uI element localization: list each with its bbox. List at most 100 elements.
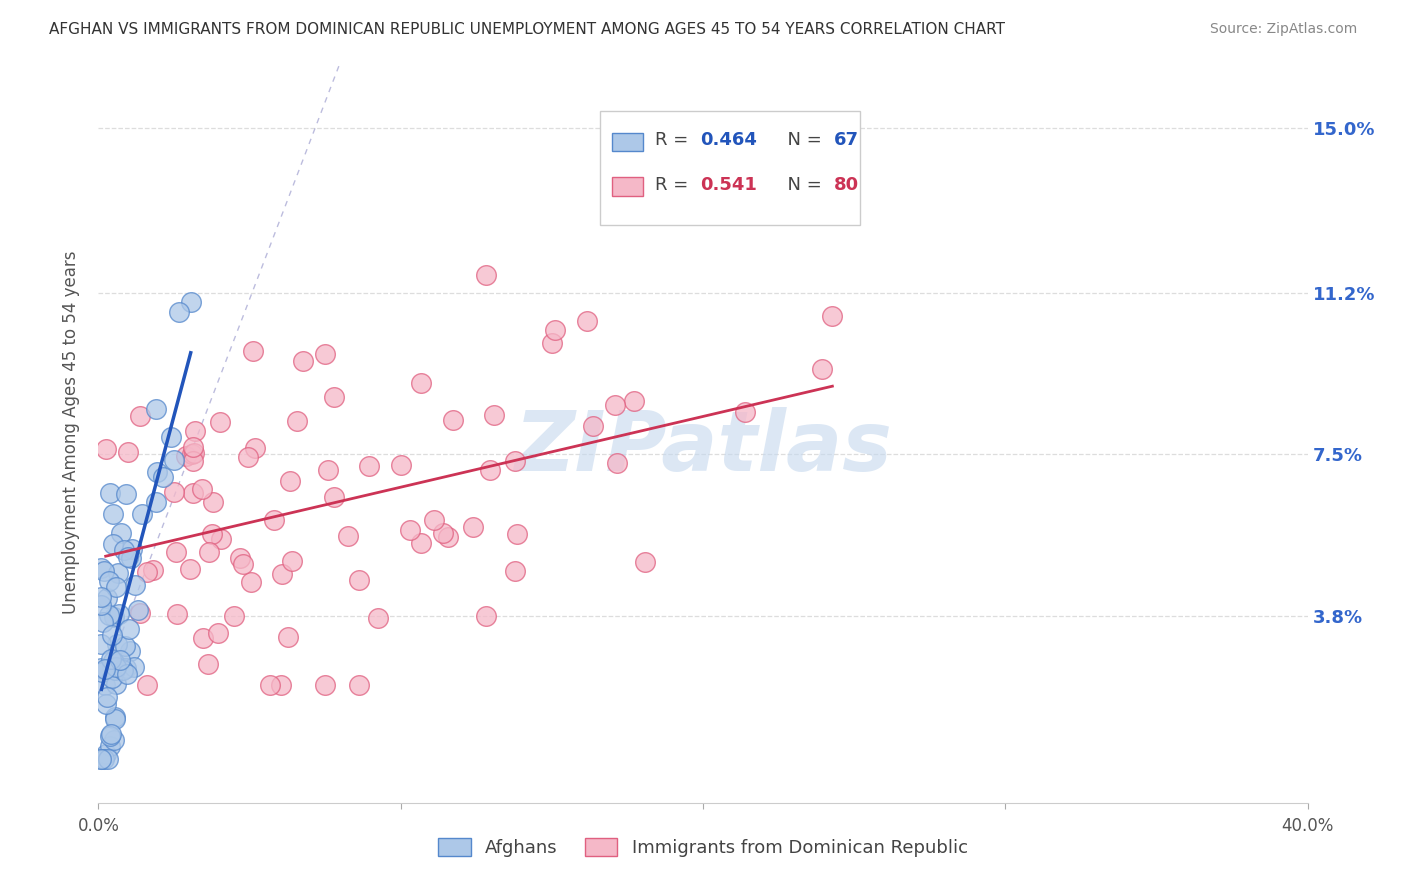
Point	[263, 512, 285, 526]
Point	[582, 418, 605, 433]
Point	[100, 727, 122, 741]
Point	[270, 678, 292, 692]
Point	[97, 608, 120, 623]
Point	[432, 525, 454, 540]
Point	[280, 554, 302, 568]
Text: R =: R =	[655, 176, 693, 194]
Point	[270, 566, 292, 581]
Point	[197, 657, 219, 671]
Y-axis label: Unemployment Among Ages 45 to 54 years: Unemployment Among Ages 45 to 54 years	[62, 251, 80, 615]
Point	[475, 268, 498, 282]
Text: N =: N =	[776, 131, 827, 149]
Point	[236, 450, 259, 465]
Point	[181, 454, 204, 468]
Point	[142, 563, 165, 577]
Point	[181, 486, 204, 500]
Point	[441, 413, 464, 427]
FancyBboxPatch shape	[613, 178, 643, 195]
Point	[96, 752, 118, 766]
Point	[118, 622, 141, 636]
Point	[101, 508, 124, 522]
Text: Source: ZipAtlas.com: Source: ZipAtlas.com	[1209, 22, 1357, 37]
Point	[201, 526, 224, 541]
Point	[285, 413, 308, 427]
Point	[103, 654, 125, 668]
Legend: Afghans, Immigrants from Dominican Republic: Afghans, Immigrants from Dominican Repub…	[432, 830, 974, 864]
Point	[127, 603, 149, 617]
Point	[136, 678, 159, 692]
Point	[734, 404, 756, 418]
Point	[240, 574, 263, 589]
Point	[183, 445, 205, 459]
Text: AFGHAN VS IMMIGRANTS FROM DOMINICAN REPUBLIC UNEMPLOYMENT AMONG AGES 45 TO 54 YE: AFGHAN VS IMMIGRANTS FROM DOMINICAN REPU…	[49, 22, 1005, 37]
Point	[90, 661, 112, 675]
Point	[114, 639, 136, 653]
Point	[136, 565, 159, 579]
Point	[179, 562, 201, 576]
Point	[811, 362, 834, 376]
FancyBboxPatch shape	[613, 133, 643, 152]
Point	[93, 752, 115, 766]
Point	[145, 402, 167, 417]
Point	[193, 632, 215, 646]
Point	[475, 608, 498, 623]
Point	[98, 485, 121, 500]
Point	[575, 314, 598, 328]
Point	[544, 324, 567, 338]
Point	[90, 752, 112, 766]
Point	[277, 631, 299, 645]
Point	[503, 454, 526, 468]
Point	[323, 390, 346, 404]
Point	[104, 710, 127, 724]
Point	[108, 653, 131, 667]
Point	[101, 671, 124, 685]
Point	[437, 530, 460, 544]
Point	[124, 578, 146, 592]
Point	[316, 463, 339, 477]
Point	[107, 566, 129, 580]
Point	[208, 415, 231, 429]
Point	[111, 663, 134, 677]
Point	[94, 662, 117, 676]
Point	[94, 678, 117, 692]
Point	[207, 626, 229, 640]
Text: R =: R =	[655, 131, 693, 149]
Point	[399, 523, 422, 537]
Point	[478, 463, 501, 477]
Point	[174, 449, 197, 463]
Point	[98, 729, 121, 743]
Point	[347, 678, 370, 692]
Point	[108, 607, 131, 621]
Point	[115, 661, 138, 675]
Point	[128, 409, 150, 423]
Point	[90, 752, 112, 766]
Point	[103, 609, 125, 624]
Point	[359, 459, 381, 474]
Point	[292, 353, 315, 368]
Point	[165, 545, 187, 559]
Point	[180, 294, 202, 309]
Point	[98, 574, 121, 589]
Point	[411, 376, 433, 390]
Point	[506, 527, 529, 541]
Point	[122, 660, 145, 674]
Point	[100, 652, 122, 666]
Point	[314, 347, 336, 361]
Point	[243, 441, 266, 455]
Point	[145, 495, 167, 509]
Point	[94, 442, 117, 456]
Point	[201, 495, 224, 509]
Point	[120, 550, 142, 565]
Point	[191, 482, 214, 496]
Text: 67: 67	[834, 131, 859, 149]
Point	[91, 615, 114, 629]
Point	[367, 611, 389, 625]
Point	[112, 543, 135, 558]
Point	[605, 398, 627, 412]
Point	[198, 545, 221, 559]
Text: 80: 80	[834, 176, 859, 194]
Point	[104, 663, 127, 677]
Point	[118, 644, 141, 658]
Point	[623, 394, 645, 409]
Point	[96, 591, 118, 605]
